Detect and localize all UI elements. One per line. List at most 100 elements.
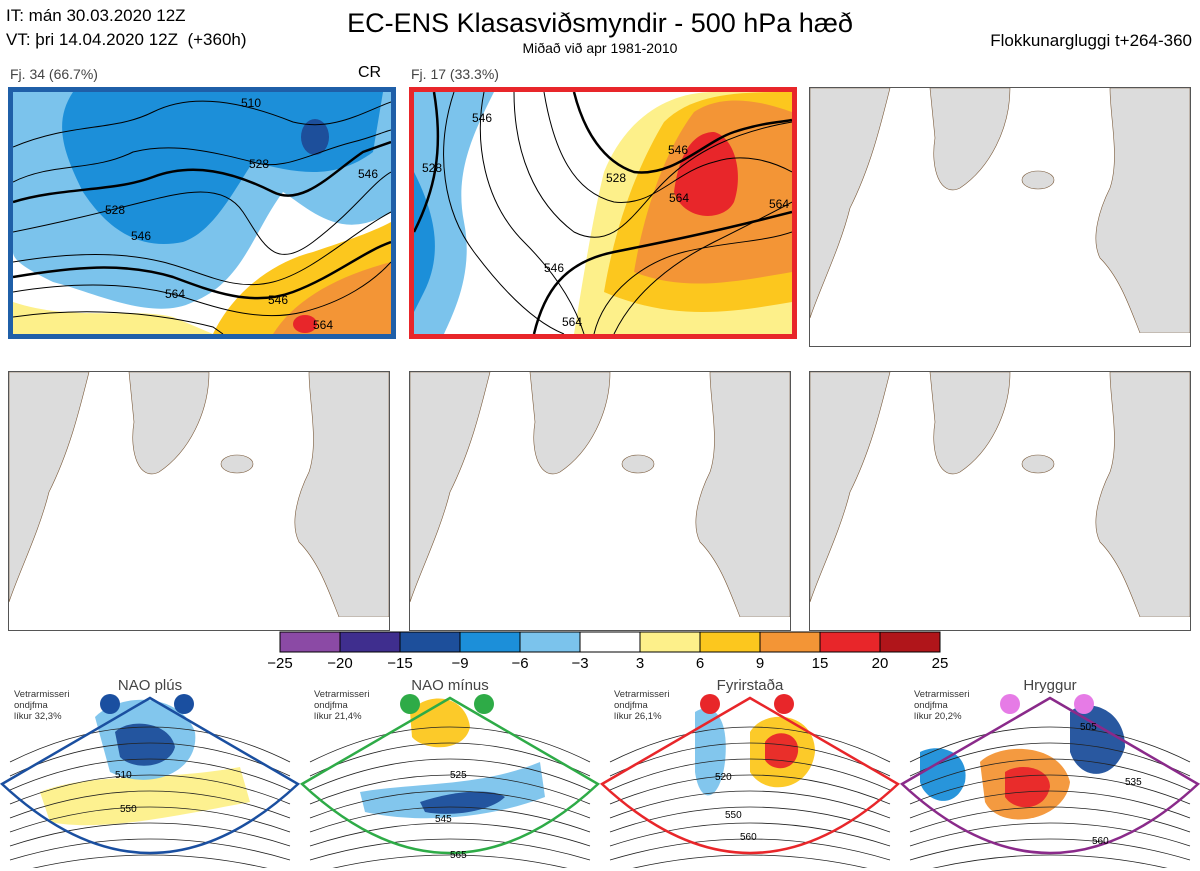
regime-contour	[609, 822, 891, 847]
regime-note: ondjfma	[614, 700, 649, 711]
regime-anomaly	[115, 723, 175, 766]
regime-contour-label: 550	[725, 810, 742, 821]
colorbar-cell	[579, 631, 641, 653]
regime-dot-icon	[1000, 694, 1020, 714]
cluster-map-2-svg: 528 546 528 546 564 564 546 564	[414, 92, 792, 334]
regime-title: Hryggur	[1023, 677, 1076, 694]
colorbar-tick-label: 6	[695, 655, 705, 672]
colorbar-cell	[819, 631, 881, 653]
colorbar-tick-label: −3	[571, 655, 589, 672]
contour-label: 546	[472, 111, 492, 125]
regime-note: Vetrarmisseri	[914, 689, 969, 700]
empty-map-3	[809, 87, 1191, 347]
colorbar-tick-label: −6	[511, 655, 529, 672]
regime-dot-icon	[400, 694, 420, 714]
land-shape	[810, 372, 1190, 617]
colorbar-tick-label: 25	[931, 655, 949, 672]
regime-note: ondjfma	[14, 700, 49, 711]
valid-time: VT: þri 14.04.2020 12Z (+360h)	[6, 30, 247, 49]
regime-contour	[909, 806, 1191, 833]
contour-label: 564	[769, 197, 789, 211]
regime-contour	[609, 806, 891, 833]
colorbar-cell	[399, 631, 461, 653]
colorbar-tick-label: −25	[267, 655, 293, 672]
regime-contour	[309, 726, 591, 763]
empty-map-5	[409, 371, 791, 631]
regime-contour-label: 565	[450, 850, 467, 861]
regime-contour	[909, 790, 1191, 819]
contour-labels: 510 528 546 528 546 546 564 564	[105, 96, 378, 332]
contour-label: 564	[669, 191, 689, 205]
regime-note: ondjfma	[914, 700, 949, 711]
colorbar-tick-label: 3	[635, 655, 645, 672]
regime-note: líkur 21,4%	[314, 711, 362, 722]
colorbar-tick-label: −15	[387, 655, 413, 672]
regime-contour	[309, 758, 591, 791]
contour-label: 564	[313, 318, 333, 332]
panel-1-label: Fj. 34 (66.7%)	[10, 66, 98, 82]
regime-note: ondjfma	[314, 700, 349, 711]
anomaly-red	[674, 132, 738, 216]
land-shape	[410, 372, 790, 617]
regime-contour	[909, 726, 1191, 763]
regime-contour	[9, 742, 291, 777]
regime-note: líkur 20,2%	[914, 711, 962, 722]
regime-contour	[609, 726, 891, 763]
regime-contour	[9, 806, 291, 833]
regime-note: líkur 26,1%	[614, 711, 662, 722]
contour-label: 546	[544, 261, 564, 275]
colorbar-tick-label: 15	[811, 655, 829, 672]
regime-contour	[9, 790, 291, 819]
regime-contour-label: 535	[1125, 777, 1142, 788]
panel-1-tag: CR	[358, 64, 382, 81]
regime-contour	[309, 774, 591, 805]
regime-contour	[309, 806, 591, 833]
regime-contour	[9, 758, 291, 791]
classification-window: Flokkunargluggi t+264-360	[990, 31, 1192, 50]
regime-contour-label: 560	[740, 832, 757, 843]
regime-contour	[609, 838, 891, 861]
anomaly-light-blue	[414, 92, 494, 334]
contour-label: 528	[422, 161, 442, 175]
anomaly-blue	[414, 172, 435, 312]
regime-note: Vetrarmisseri	[314, 689, 369, 700]
regime-contour-label: 545	[435, 814, 452, 825]
regime-contour	[609, 758, 891, 791]
cluster-map-2: 528 546 528 546 564 564 546 564	[409, 87, 797, 339]
regime-title: NAO mínus	[411, 677, 489, 694]
contour-label: 528	[606, 171, 626, 185]
land-shape	[9, 372, 389, 617]
regime-contour	[309, 742, 591, 777]
colorbar-cell	[699, 631, 761, 653]
colorbar	[279, 631, 941, 653]
colorbar-tick-label: 9	[755, 655, 765, 672]
empty-map-4	[8, 371, 390, 631]
cluster-map-1: 510 528 546 528 546 546 564 564	[8, 87, 396, 339]
initial-time: IT: mán 30.03.2020 12Z	[6, 6, 186, 25]
regime-sector-outline	[600, 696, 900, 855]
regime-anomaly	[920, 748, 966, 801]
colorbar-cell	[519, 631, 581, 653]
regime-contour	[9, 822, 291, 847]
land-shape	[810, 88, 1190, 333]
regime-note: Vetrarmisseri	[14, 689, 69, 700]
regime-title: NAO plús	[118, 677, 182, 694]
regime-note: líkur 32,3%	[14, 711, 62, 722]
panel-2-label: Fj. 17 (33.3%)	[411, 66, 499, 82]
regime-dot-icon	[1074, 694, 1094, 714]
regime-contour	[609, 742, 891, 777]
empty-map-6	[809, 371, 1191, 631]
regime-contour	[309, 790, 591, 819]
regime-contour	[909, 822, 1191, 847]
regime-anomaly	[360, 762, 545, 819]
regime-contour	[909, 838, 1191, 861]
regime-contour-label: 510	[115, 770, 132, 781]
regime-contour	[9, 726, 291, 763]
regime-contour-label: 525	[450, 770, 467, 781]
regime-contour-label: 520	[715, 772, 732, 783]
regime-anomaly	[410, 698, 470, 748]
regime-dot-icon	[474, 694, 494, 714]
